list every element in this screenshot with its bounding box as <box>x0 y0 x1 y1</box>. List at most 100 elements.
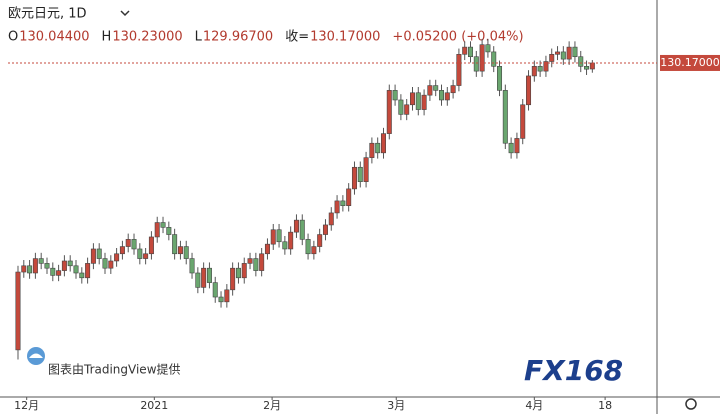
candle-body <box>589 62 595 70</box>
candle-body <box>537 66 543 72</box>
candle-body <box>398 99 404 115</box>
candle-body <box>421 94 427 110</box>
candle-body <box>148 236 154 255</box>
candle-body <box>328 212 334 226</box>
candle-body <box>357 166 363 182</box>
candle-body <box>311 246 317 255</box>
candle-body <box>485 44 491 53</box>
candle-body <box>125 239 131 247</box>
watermark: 图表由TradingView提供 <box>27 347 181 377</box>
candle-body <box>114 253 120 262</box>
candle-body <box>247 258 253 264</box>
candle-body <box>409 92 415 106</box>
candle-body <box>566 46 572 60</box>
x-tick-label: 2月 <box>263 399 281 412</box>
ohlc-label: H <box>102 30 112 45</box>
settings-icon[interactable] <box>685 398 697 410</box>
candle-body <box>38 258 44 264</box>
candle-body <box>415 92 421 110</box>
candle-body <box>520 104 526 139</box>
candle-body <box>160 222 166 228</box>
candle-body <box>450 85 456 94</box>
candle-body <box>27 265 33 274</box>
candle-body <box>21 265 27 273</box>
candle-body <box>572 46 578 58</box>
candle-body <box>56 270 62 276</box>
candle-body <box>340 200 346 207</box>
candle-body <box>235 267 241 279</box>
candle-body <box>241 263 247 279</box>
ohlc-value: 130.17000 <box>310 30 380 45</box>
candle-body <box>369 142 375 158</box>
candle-body <box>543 61 549 72</box>
x-tick-label: 12月 <box>14 399 39 412</box>
candle-body <box>578 56 584 67</box>
symbol-title: 欧元日元, 1D <box>8 7 87 22</box>
dropdown-icon[interactable] <box>120 10 130 17</box>
candle-body <box>50 267 56 276</box>
candle-body <box>206 267 212 283</box>
fx168-logo: FX168 <box>524 354 623 387</box>
candle-body <box>119 246 125 255</box>
candle-body <box>584 66 590 70</box>
candle-body <box>79 272 85 279</box>
candle-body <box>108 260 114 269</box>
watermark-icon-shape <box>29 353 43 358</box>
x-tick-label: 18 <box>598 399 612 412</box>
candle-body <box>444 92 450 101</box>
candle-body <box>514 138 520 154</box>
candle-body <box>270 229 276 245</box>
x-tick-label: 4月 <box>525 399 543 412</box>
candle-body <box>491 51 497 67</box>
ohlc-label: 收= <box>285 30 309 45</box>
candle-body <box>427 85 433 96</box>
candle-body <box>502 90 508 144</box>
ohlc-value: 129.96700 <box>203 30 273 45</box>
candle-body <box>508 142 514 154</box>
candle-body <box>392 90 398 101</box>
candle-body <box>433 85 439 91</box>
ohlc-label: O <box>8 30 18 45</box>
candle-body <box>473 56 479 72</box>
candle-body <box>322 224 328 235</box>
candle-body <box>224 289 230 303</box>
candle-body <box>305 239 311 255</box>
last-price-label: 130.17000 <box>660 56 720 69</box>
candle-body <box>259 253 265 271</box>
candle-body <box>497 66 503 91</box>
candle-body <box>67 260 73 267</box>
candle-body <box>85 263 91 279</box>
candle-body <box>317 234 323 247</box>
candle-body <box>172 234 178 255</box>
candle-body <box>282 241 288 250</box>
candle-body <box>555 51 561 55</box>
candle-body <box>276 229 282 243</box>
candle-body <box>201 267 207 288</box>
settings-gear[interactable] <box>685 398 697 410</box>
last-price-box <box>660 54 720 71</box>
candle-body <box>299 219 305 240</box>
candle-body <box>177 246 183 255</box>
candle-body <box>293 219 299 233</box>
candle-body <box>189 258 195 274</box>
x-tick-label: 3月 <box>387 399 405 412</box>
ohlc-header: O 130.04400 H 130.23000 L 129.96700 收= 130.1700… <box>8 30 524 45</box>
candle-body <box>230 267 236 291</box>
candle-body <box>131 239 137 250</box>
candle-body <box>143 253 149 259</box>
candle-body <box>439 90 445 101</box>
candle-body <box>137 248 143 259</box>
candle-body <box>212 282 218 298</box>
candle-body <box>468 46 474 58</box>
candle-body <box>90 248 96 264</box>
ohlc-value: +0.05200 (+0.04%) <box>392 30 523 45</box>
ohlc-value: 130.04400 <box>19 30 89 45</box>
candle-body <box>253 258 259 271</box>
watermark-text: 图表由TradingView提供 <box>48 362 181 377</box>
candle-body <box>479 44 485 72</box>
candle-body <box>61 260 67 271</box>
candle-body <box>102 258 108 269</box>
candle-body <box>32 258 38 274</box>
candle-body <box>218 296 224 303</box>
candle-body <box>526 75 532 106</box>
